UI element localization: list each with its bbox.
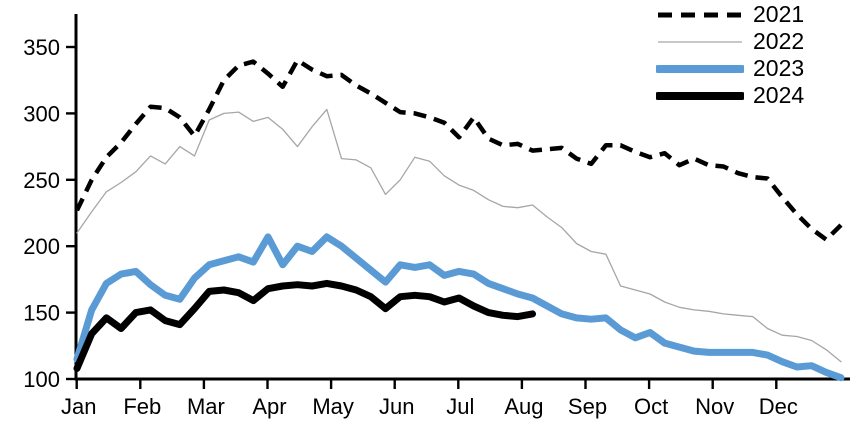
legend-swatch-2023 [656,64,744,73]
legend-label: 2024 [753,82,805,108]
x-axis-month-label: May [312,394,354,419]
legend-swatch-2021 [658,12,742,17]
x-axis-month-label: Jun [379,394,414,419]
x-axis-month-label: Jan [61,394,96,419]
y-axis-tick-label: 300 [23,101,60,126]
legend-swatch-2022 [658,40,742,43]
legend-label: 2022 [753,28,805,54]
legend-item-2022: 2022 [656,28,804,55]
legend-item-2021: 2021 [656,1,804,28]
legend-item-2023: 2023 [656,55,804,82]
y-axis-tick-label: 100 [23,367,60,392]
legend-swatch-2024 [656,91,744,100]
legend-item-2024: 2024 [656,82,804,109]
x-axis-month-label: Mar [187,394,225,419]
y-axis-tick-label: 350 [23,35,60,60]
x-axis-month-label: Dec [759,394,798,419]
legend-label: 2023 [753,55,805,81]
x-axis-month-label: Oct [634,394,668,419]
series-line-2022 [76,108,842,363]
x-axis-month-label: Jul [446,394,474,419]
legend-label: 2021 [753,1,805,27]
y-axis-tick-label: 150 [23,301,60,326]
y-axis-tick-label: 200 [23,234,60,259]
x-axis-month-label: Sep [568,394,607,419]
x-axis-month-label: Nov [695,394,734,419]
series-line-2023 [73,233,845,382]
y-axis-tick-label: 250 [23,168,60,193]
x-axis-month-label: Apr [252,394,286,419]
series-line-2021 [74,58,843,242]
series-line-2024 [73,279,536,372]
x-axis-month-label: Feb [123,394,161,419]
x-axis-month-label: Aug [504,394,543,419]
chart-legend: 2021 2022 2023 2024 [656,1,804,109]
